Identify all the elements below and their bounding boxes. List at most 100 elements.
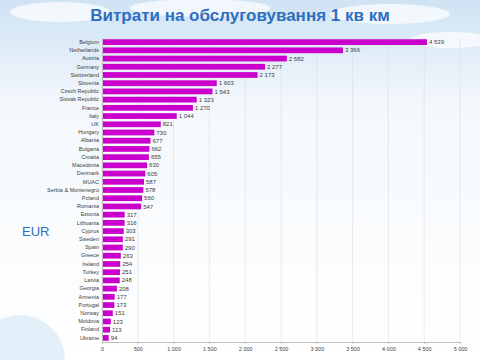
bar bbox=[102, 195, 142, 201]
tick: Ireland bbox=[82, 261, 102, 267]
bar bbox=[102, 269, 120, 275]
data-label: 3 366 bbox=[345, 47, 361, 53]
bar bbox=[102, 179, 144, 185]
tick: Croatia bbox=[81, 154, 102, 160]
tick: Slovak Republic bbox=[60, 96, 102, 102]
bar bbox=[102, 335, 109, 341]
tick-label: 0 bbox=[101, 346, 104, 352]
data-label: 1 044 bbox=[179, 113, 195, 119]
tick: Armenia bbox=[79, 294, 102, 300]
tick-label: Belgium bbox=[79, 39, 99, 45]
data-label: 655 bbox=[151, 154, 162, 160]
data-label: 587 bbox=[146, 179, 157, 185]
bar bbox=[102, 319, 111, 325]
tick: 5 000 bbox=[454, 342, 468, 352]
plot: 4 5393 3662 5822 2772 1731 6031 5431 323… bbox=[47, 38, 467, 352]
data-label: 605 bbox=[147, 171, 158, 177]
tick-label: Ireland bbox=[82, 261, 99, 267]
tick: Belgium bbox=[79, 39, 102, 45]
tick: 500 bbox=[134, 342, 143, 352]
data-label: 173 bbox=[116, 302, 127, 308]
data-label: 560 bbox=[144, 195, 155, 201]
axis-line bbox=[103, 343, 461, 345]
tick-label: 500 bbox=[134, 346, 143, 352]
grid-line bbox=[281, 38, 282, 342]
grid-line bbox=[316, 38, 317, 342]
tick: France bbox=[82, 105, 102, 111]
tick: 4 500 bbox=[418, 342, 432, 352]
tick: Turkey bbox=[82, 269, 102, 275]
data-label: 2 173 bbox=[260, 72, 276, 78]
bar bbox=[102, 47, 343, 53]
tick: Cyprus bbox=[82, 228, 102, 234]
bar bbox=[102, 162, 147, 168]
tick-label: Ukraine bbox=[80, 335, 99, 341]
data-label: 1 603 bbox=[219, 80, 235, 86]
tick-label: Croatia bbox=[81, 154, 100, 160]
data-label: 4 539 bbox=[429, 39, 445, 45]
tick: Romania bbox=[77, 203, 102, 209]
tick-label: Latvia bbox=[84, 277, 100, 283]
data-label: 578 bbox=[145, 187, 156, 193]
tick-label: 5 000 bbox=[454, 346, 468, 352]
tick-mark bbox=[138, 342, 139, 344]
tick: Portugal bbox=[79, 302, 103, 308]
tick: Serbia & Montenegro bbox=[47, 187, 102, 193]
bar bbox=[102, 187, 143, 193]
tick: Sweden bbox=[79, 236, 102, 242]
tick: Estonia bbox=[81, 211, 102, 217]
tick-label: Lithuania bbox=[77, 220, 100, 226]
tick-label: Bulgaria bbox=[79, 146, 100, 152]
data-label: 208 bbox=[119, 286, 130, 292]
data-label: 177 bbox=[117, 294, 128, 300]
tick: Latvia bbox=[84, 277, 102, 283]
tick: Finland bbox=[81, 326, 102, 332]
tick-label: Portugal bbox=[79, 302, 100, 308]
bar bbox=[102, 146, 149, 152]
bar bbox=[102, 39, 427, 45]
data-label: 630 bbox=[149, 162, 160, 168]
tick-mark bbox=[424, 342, 425, 344]
data-label: 254 bbox=[122, 261, 133, 267]
tick: 2 000 bbox=[239, 342, 253, 352]
bar bbox=[102, 80, 217, 86]
bar bbox=[102, 327, 110, 333]
tick-label: 1 000 bbox=[167, 346, 181, 352]
bar bbox=[102, 89, 212, 95]
tick: Hungary bbox=[78, 129, 102, 135]
tick-mark bbox=[353, 342, 354, 344]
bar bbox=[102, 261, 120, 267]
tick: 1 500 bbox=[203, 342, 217, 352]
tick-label: Netherlands bbox=[69, 47, 99, 53]
bar bbox=[102, 310, 113, 316]
tick-label: Germany bbox=[76, 64, 99, 70]
data-label: 251 bbox=[122, 269, 133, 275]
bar bbox=[102, 286, 117, 292]
tick-label: Hungary bbox=[78, 129, 99, 135]
grid-line bbox=[388, 38, 389, 342]
data-label: 677 bbox=[152, 138, 163, 144]
tick: Lithuania bbox=[77, 220, 102, 226]
tick-label: Moldova bbox=[78, 318, 100, 324]
bar bbox=[102, 220, 125, 226]
tick: Czech Republic bbox=[60, 88, 102, 94]
tick-label: Armenia bbox=[79, 294, 100, 300]
tick: Netherlands bbox=[69, 47, 102, 53]
tick-label: Austria bbox=[82, 55, 100, 61]
tick-label: Albania bbox=[81, 137, 100, 143]
tick-label: Slovak Republic bbox=[60, 96, 100, 102]
tick-label: 2 000 bbox=[239, 346, 253, 352]
chart: Витрати на обслуговування 1 кв кмEUR4 53… bbox=[0, 0, 480, 360]
tick-mark bbox=[317, 342, 318, 344]
tick-label: Switzerland bbox=[71, 72, 99, 78]
data-label: 1 543 bbox=[214, 89, 230, 95]
data-label: 1 323 bbox=[199, 97, 215, 103]
tick: Norway bbox=[80, 310, 102, 316]
bar bbox=[102, 171, 145, 177]
bar bbox=[102, 294, 115, 300]
tick-label: France bbox=[82, 105, 99, 111]
tick-label: UK bbox=[91, 121, 99, 127]
bar bbox=[102, 121, 161, 127]
data-label: 547 bbox=[143, 204, 154, 210]
background bbox=[0, 0, 480, 360]
